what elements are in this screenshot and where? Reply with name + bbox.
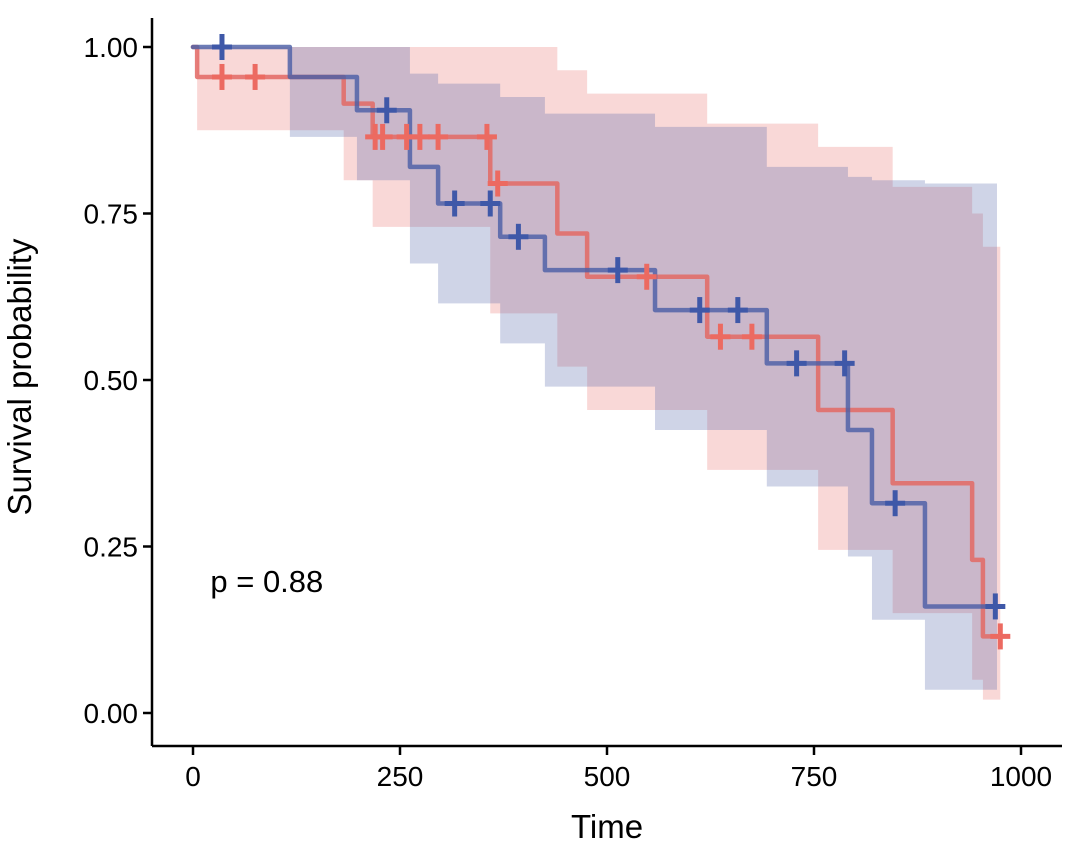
confidence-bands-layer (193, 47, 1001, 700)
y-tick-label: 0.25 (84, 532, 139, 563)
axes-layer: 0 250 500 750 1000 0.00 0.25 0.50 0.75 1.00 (84, 18, 1062, 792)
group-red-censor-marks (211, 63, 1011, 650)
x-tick-label: 500 (584, 761, 631, 792)
x-tick-label: 1000 (990, 761, 1052, 792)
y-tick-label: 0.75 (84, 199, 139, 230)
axis-labels-layer: Time Survival probability p = 0.88 (1, 238, 643, 845)
y-tick-label: 0.00 (84, 698, 139, 729)
group-red-survival-curve (190, 44, 1003, 639)
y-tick-label: 1.00 (84, 32, 139, 63)
group-blue-confidence-band (193, 47, 997, 690)
x-tick-label: 750 (791, 761, 838, 792)
x-axis-title: Time (571, 808, 643, 845)
x-tick-label: 0 (185, 761, 201, 792)
group-blue-censor-marks (211, 34, 1006, 620)
p-value-annotation: p = 0.88 (210, 564, 323, 599)
y-tick-label: 0.50 (84, 365, 139, 396)
censor-marks-layer (211, 34, 1011, 650)
group-red-confidence-band (193, 47, 1001, 700)
group-blue-survival-curve (190, 44, 1000, 609)
x-tick-label: 250 (377, 761, 424, 792)
survival-curves-layer (190, 44, 1003, 639)
y-axis-title: Survival probability (1, 238, 38, 515)
